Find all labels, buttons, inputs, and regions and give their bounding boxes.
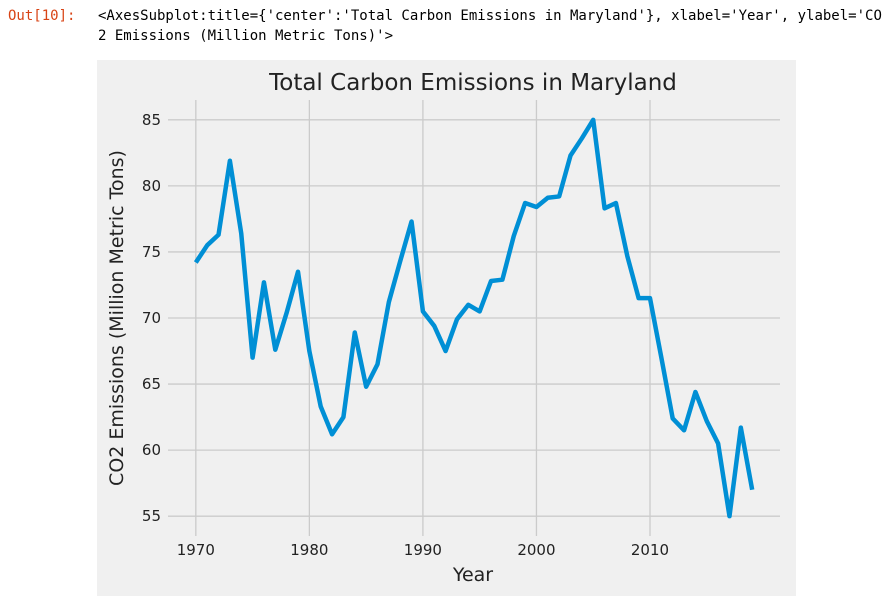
y-tick-label-65: 65 (142, 375, 161, 393)
x-tick-label-2000: 2000 (517, 541, 555, 559)
x-tick-labels: 1970 1980 1990 2000 2010 (177, 541, 669, 559)
y-tick-label-85: 85 (142, 111, 161, 129)
y-axis-label: CO2 Emissions (Million Metric Tons) (106, 150, 128, 486)
y-tick-label-70: 70 (142, 309, 161, 327)
y-tick-label-80: 80 (142, 177, 161, 195)
y-tick-label-75: 75 (142, 243, 161, 261)
y-tick-label-60: 60 (142, 441, 161, 459)
x-tick-label-2010: 2010 (631, 541, 669, 559)
output-repr-text: <AxesSubplot:title={'center':'Total Carb… (98, 8, 882, 44)
output-prompt: Out[10]: (8, 8, 76, 24)
x-tick-label-1990: 1990 (404, 541, 442, 559)
y-tick-labels: 55 60 65 70 75 80 85 (142, 111, 161, 525)
figure-background (97, 60, 796, 596)
x-tick-label-1980: 1980 (290, 541, 328, 559)
x-axis-label: Year (452, 564, 493, 586)
y-gridlines (168, 119, 780, 517)
chart-title: Total Carbon Emissions in Maryland (268, 70, 677, 96)
y-tick-label-55: 55 (142, 507, 161, 525)
emissions-line (193, 117, 755, 519)
x-tick-label-1970: 1970 (177, 541, 215, 559)
